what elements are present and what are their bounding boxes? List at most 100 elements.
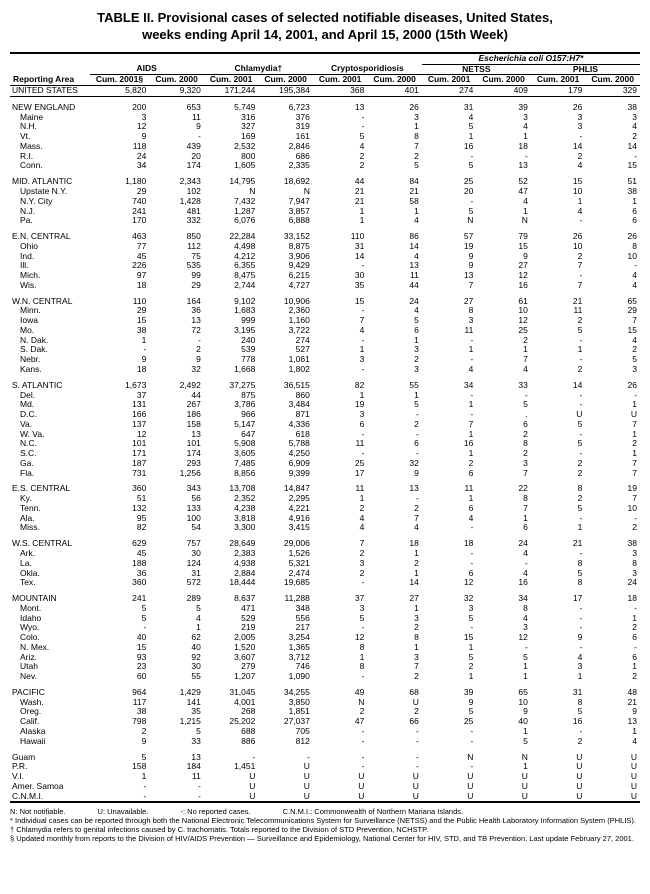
data-cell: 1,668 bbox=[204, 365, 259, 375]
data-cell: 2 bbox=[585, 523, 640, 533]
data-cell: 4 bbox=[313, 326, 368, 336]
data-cell: 39 bbox=[476, 96, 531, 112]
data-cell: 24 bbox=[585, 578, 640, 588]
data-cell: 52 bbox=[476, 171, 531, 187]
data-cell: N bbox=[422, 216, 477, 226]
data-cell: 2 bbox=[313, 161, 368, 171]
table-row: Iowa15139991,1607531227 bbox=[10, 316, 640, 326]
data-cell: 37 bbox=[313, 588, 368, 604]
data-cell: 18 bbox=[585, 588, 640, 604]
data-cell: 65 bbox=[585, 291, 640, 307]
data-cell: - bbox=[422, 737, 477, 747]
data-cell: 47 bbox=[313, 717, 368, 727]
data-cell: 4 bbox=[422, 514, 477, 524]
data-cell: 13 bbox=[313, 96, 368, 112]
data-cell: 5 bbox=[367, 400, 422, 410]
data-cell: 2 bbox=[531, 737, 586, 747]
data-cell: 18,444 bbox=[204, 578, 259, 588]
data-cell: 4 bbox=[313, 523, 368, 533]
table-row: NEW ENGLAND2006535,7496,723132631392638 bbox=[10, 96, 640, 112]
data-cell: 33 bbox=[476, 375, 531, 391]
data-cell: 18 bbox=[422, 533, 477, 549]
data-table: Reporting Area Escherichia coli O157:H7*… bbox=[10, 52, 640, 804]
data-cell: 3,415 bbox=[258, 523, 313, 533]
data-cell: 27 bbox=[367, 588, 422, 604]
data-cell: 49 bbox=[313, 682, 368, 698]
data-cell: 11 bbox=[313, 478, 368, 494]
data-cell: U bbox=[531, 747, 586, 763]
data-cell: 5 bbox=[90, 747, 150, 763]
data-cell: U bbox=[476, 792, 531, 803]
data-cell: 13,708 bbox=[204, 478, 259, 494]
data-cell: 200 bbox=[90, 96, 150, 112]
data-cell: U bbox=[422, 792, 477, 803]
hdr-chlamydia: Chlamydia† bbox=[204, 64, 313, 75]
table-row: S. ATLANTIC1,6732,49237,27536,5158255343… bbox=[10, 375, 640, 391]
area-cell: W.N. CENTRAL bbox=[10, 291, 90, 307]
data-cell: 798 bbox=[90, 717, 150, 727]
data-cell: 179 bbox=[531, 86, 586, 97]
data-cell: 61 bbox=[476, 291, 531, 307]
data-cell: 2 bbox=[531, 365, 586, 375]
data-cell: 9 bbox=[531, 633, 586, 643]
data-cell: 158 bbox=[90, 762, 150, 772]
data-cell: 11 bbox=[149, 772, 204, 782]
table-row: Guam513----NNUU bbox=[10, 747, 640, 763]
data-cell: 2 bbox=[90, 727, 150, 737]
data-cell: 38 bbox=[585, 96, 640, 112]
table-row: UNITED STATES5,8209,320171,244195,384368… bbox=[10, 86, 640, 97]
hdr-col: Cum. 2001 bbox=[313, 75, 368, 86]
data-cell: 171,244 bbox=[204, 86, 259, 97]
data-cell: 7 bbox=[585, 469, 640, 479]
data-cell: 34 bbox=[90, 161, 150, 171]
table-row: Mont.554713483138-- bbox=[10, 604, 640, 614]
data-cell: 170 bbox=[90, 216, 150, 226]
data-cell: 33,152 bbox=[258, 226, 313, 242]
data-cell: 360 bbox=[90, 578, 150, 588]
table-row: Okla.36312,8842,474216453 bbox=[10, 569, 640, 579]
data-cell: 3,300 bbox=[204, 523, 259, 533]
data-cell: 401 bbox=[367, 86, 422, 97]
data-cell: 16 bbox=[476, 281, 531, 291]
data-cell: - bbox=[313, 672, 368, 682]
data-cell: - bbox=[313, 365, 368, 375]
data-cell: 8 bbox=[531, 478, 586, 494]
data-cell: 28,649 bbox=[204, 533, 259, 549]
table-row: Amer. Samoa--UUUUUUUU bbox=[10, 782, 640, 792]
data-cell: 82 bbox=[90, 523, 150, 533]
data-cell: 174 bbox=[149, 161, 204, 171]
data-cell: 8,637 bbox=[204, 588, 259, 604]
data-cell: 18 bbox=[367, 533, 422, 549]
data-cell: 25 bbox=[422, 171, 477, 187]
table-row: Vt.9-1691615811-2 bbox=[10, 132, 640, 142]
data-cell: 7 bbox=[422, 281, 477, 291]
area-cell: S. ATLANTIC bbox=[10, 375, 90, 391]
data-cell: 5 bbox=[367, 161, 422, 171]
data-cell: 8 bbox=[313, 662, 368, 672]
table-row: N.Y. City7401,4287,4327,9472158-411 bbox=[10, 197, 640, 207]
table-row: Pa.1703326,0766,88814NN-6 bbox=[10, 216, 640, 226]
hdr-phlis: PHLIS bbox=[531, 64, 640, 75]
data-cell: 1 bbox=[531, 523, 586, 533]
table-title: TABLE II. Provisional cases of selected … bbox=[10, 10, 640, 44]
data-cell: 1 bbox=[476, 672, 531, 682]
table-row: Wyo.-1219217-2-3-2 bbox=[10, 623, 640, 633]
hdr-col: Cum. 2001§ bbox=[90, 75, 150, 86]
data-cell: 17 bbox=[531, 588, 586, 604]
data-cell: 31 bbox=[531, 682, 586, 698]
data-cell: 14 bbox=[313, 252, 368, 262]
data-cell: 32 bbox=[149, 365, 204, 375]
data-cell: 110 bbox=[313, 226, 368, 242]
data-cell: 6,723 bbox=[258, 96, 313, 112]
data-cell: - bbox=[258, 747, 313, 763]
table-row: N. Dak.1-240274-1-2-4 bbox=[10, 336, 640, 346]
table-row: Utah2330279746872131 bbox=[10, 662, 640, 672]
data-cell: 2,335 bbox=[258, 161, 313, 171]
area-cell: Pa. bbox=[10, 216, 90, 226]
data-cell: 8 bbox=[531, 578, 586, 588]
data-cell: 1,180 bbox=[90, 171, 150, 187]
data-cell: 6 bbox=[367, 439, 422, 449]
data-cell: 5 bbox=[531, 326, 586, 336]
data-cell: 19 bbox=[585, 478, 640, 494]
data-cell: 11 bbox=[313, 439, 368, 449]
